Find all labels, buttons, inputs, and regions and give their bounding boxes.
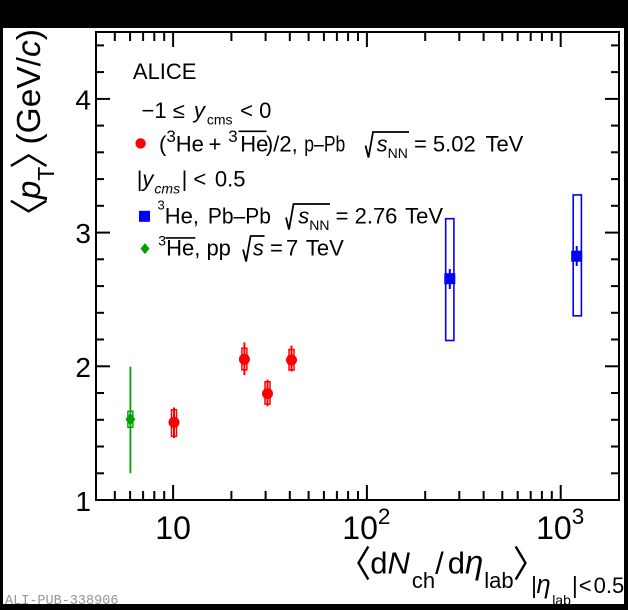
svg-text:|: | [531,572,537,598]
svg-text:η: η [537,571,551,599]
svg-text:3He, pp: 3He, pp [158,232,231,260]
svg-text:ALI-PUB-338906: ALI-PUB-338906 [5,594,118,609]
svg-text:<0.5: <0.5 [579,573,624,598]
svg-text:3He, Pb–Pb: 3He, Pb–Pb [158,198,271,229]
svg-text:3: 3 [75,218,91,249]
svg-text:s = 7 TeV: s = 7 TeV [253,236,344,261]
svg-text:2: 2 [75,352,91,383]
svg-text:1: 1 [75,486,91,517]
svg-text:T: T [33,167,59,181]
svg-text:−1 ≤ ycms < 0: −1 ≤ y cms < 0 [142,98,272,128]
svg-text:p: p [11,181,48,201]
svg-text:|: | [572,572,578,598]
svg-text:lab: lab [552,592,571,608]
svg-text:4: 4 [75,84,91,115]
svg-text:sNN = 2.76 TeV: sNN = 2.76 TeV [298,204,443,234]
svg-text:(GeV/c): (GeV/c) [11,29,48,144]
svg-text:ALICE: ALICE [133,59,197,84]
svg-text:sNN = 5.02 TeV: sNN = 5.02 TeV [377,132,524,162]
svg-text:10: 10 [155,510,191,546]
svg-text:|ycms| < 0.5: |ycms| < 0.5 [137,167,246,197]
